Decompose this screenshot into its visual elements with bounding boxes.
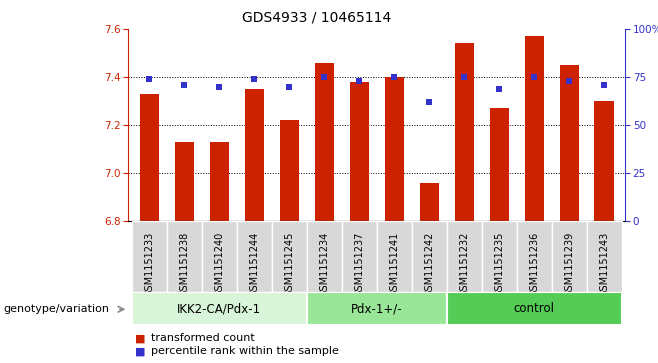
Bar [455,44,474,221]
Bar [447,221,482,292]
Bar [132,292,307,325]
Point [424,99,434,105]
Bar [237,221,272,292]
Bar [139,94,159,221]
Point [144,76,155,82]
Text: GSM1151232: GSM1151232 [459,232,469,297]
Point [179,82,190,88]
Text: GSM1151234: GSM1151234 [319,232,329,297]
Text: GSM1151241: GSM1151241 [389,232,399,297]
Point [564,78,574,84]
Text: GDS4933 / 10465114: GDS4933 / 10465114 [242,11,392,25]
Bar [384,77,404,221]
Bar [587,221,622,292]
Point [389,74,399,80]
Text: GSM1151242: GSM1151242 [424,232,434,297]
Text: GSM1151245: GSM1151245 [284,232,294,297]
Text: GSM1151239: GSM1151239 [564,232,574,297]
Point [459,74,469,80]
Bar [210,142,229,221]
Point [319,74,330,80]
Bar [490,109,509,221]
Bar [315,63,334,221]
Text: GSM1151238: GSM1151238 [179,232,190,297]
Bar [174,142,194,221]
Bar [420,183,439,221]
Text: ■: ■ [135,333,145,343]
Bar [482,221,517,292]
Point [249,76,259,82]
Bar [280,121,299,221]
Bar [342,221,376,292]
Bar [307,292,447,325]
Bar [166,221,202,292]
Point [494,86,505,91]
Point [599,82,609,88]
Text: GSM1151240: GSM1151240 [215,232,224,297]
Bar [517,221,551,292]
Bar [412,221,447,292]
Point [354,78,365,84]
Text: ■: ■ [135,346,145,356]
Bar [447,292,622,325]
Text: GSM1151244: GSM1151244 [249,232,259,297]
Text: IKK2-CA/Pdx-1: IKK2-CA/Pdx-1 [177,302,261,315]
Point [214,84,224,90]
Text: Pdx-1+/-: Pdx-1+/- [351,302,403,315]
Point [529,74,540,80]
Bar [307,221,342,292]
Text: percentile rank within the sample: percentile rank within the sample [151,346,340,356]
Bar [524,36,544,221]
Bar [376,221,412,292]
Bar [132,221,166,292]
Bar [202,221,237,292]
Bar [245,89,264,221]
Text: GSM1151237: GSM1151237 [354,232,365,297]
Bar [349,82,369,221]
Bar [272,221,307,292]
Text: GSM1151243: GSM1151243 [599,232,609,297]
Text: GSM1151236: GSM1151236 [529,232,539,297]
Text: genotype/variation: genotype/variation [3,304,109,314]
Text: transformed count: transformed count [151,333,255,343]
Bar [594,101,614,221]
Text: GSM1151235: GSM1151235 [494,232,504,297]
Bar [559,65,579,221]
Point [284,84,295,90]
Bar [551,221,587,292]
Text: GSM1151233: GSM1151233 [144,232,155,297]
Text: control: control [514,302,555,315]
